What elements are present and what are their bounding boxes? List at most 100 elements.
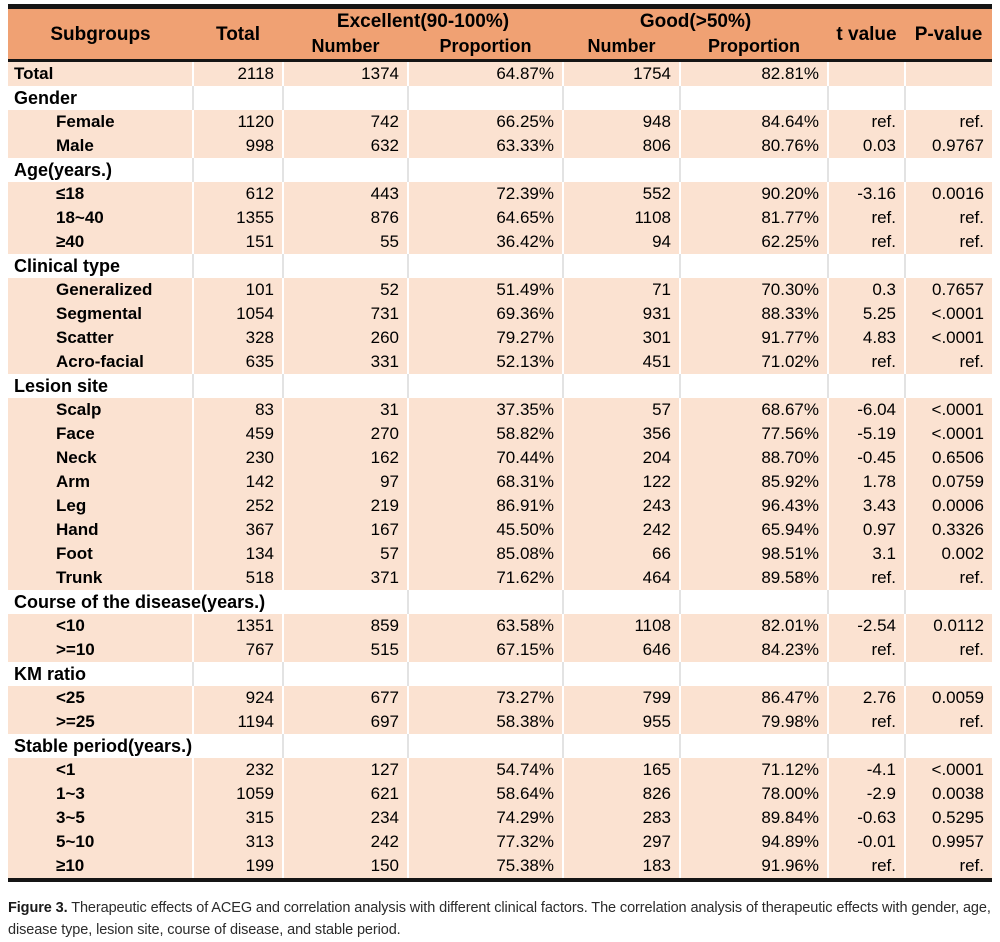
cell-value: 65.94% bbox=[679, 518, 829, 542]
row-label: Leg bbox=[8, 494, 194, 518]
table-row: 18~40 1355 876 64.65% 1108 81.77% ref. ref. bbox=[8, 206, 992, 230]
cell-value: 58.38% bbox=[407, 710, 564, 734]
cell-value: 0.0759 bbox=[904, 470, 992, 494]
section-row: Lesion site bbox=[8, 374, 992, 398]
table-row: ≥10 199 150 75.38% 183 91.96% ref. ref. bbox=[8, 854, 992, 880]
cell-value: 283 bbox=[562, 806, 681, 830]
table-header: Subgroups Total Excellent(90-100%) Good(… bbox=[8, 6, 992, 61]
table-row: >=10 767 515 67.15% 646 84.23% ref. ref. bbox=[8, 638, 992, 662]
cell-value: 297 bbox=[562, 830, 681, 854]
cell-value: 1108 bbox=[562, 206, 681, 230]
cell-value: 0.0016 bbox=[904, 182, 992, 206]
row-label: >=25 bbox=[8, 710, 194, 734]
cell-value bbox=[407, 254, 564, 278]
header-excellent-number: Number bbox=[283, 34, 408, 61]
row-label: Total bbox=[8, 60, 194, 86]
cell-value: ref. bbox=[827, 206, 906, 230]
cell-value: 84.64% bbox=[679, 110, 829, 134]
row-label: Foot bbox=[8, 542, 194, 566]
cell-value: 88.33% bbox=[679, 302, 829, 326]
cell-value bbox=[904, 254, 992, 278]
row-label: Neck bbox=[8, 446, 194, 470]
row-label: ≥40 bbox=[8, 230, 194, 254]
cell-value: 62.25% bbox=[679, 230, 829, 254]
cell-value: <.0001 bbox=[904, 398, 992, 422]
cell-value: ref. bbox=[904, 710, 992, 734]
cell-value: 955 bbox=[562, 710, 681, 734]
cell-value: 77.56% bbox=[679, 422, 829, 446]
cell-value bbox=[282, 374, 409, 398]
cell-value: 54.74% bbox=[407, 758, 564, 782]
cell-value: 1355 bbox=[192, 206, 284, 230]
cell-value: 0.0112 bbox=[904, 614, 992, 638]
cell-value: 998 bbox=[192, 134, 284, 158]
header-excellent-proportion: Proportion bbox=[408, 34, 563, 61]
cell-value: 260 bbox=[282, 326, 409, 350]
cell-value: 232 bbox=[192, 758, 284, 782]
cell-value: 731 bbox=[282, 302, 409, 326]
section-label: Lesion site bbox=[8, 374, 194, 398]
cell-value: 451 bbox=[562, 350, 681, 374]
cell-value: 1059 bbox=[192, 782, 284, 806]
cell-value: 84.23% bbox=[679, 638, 829, 662]
cell-value: 859 bbox=[282, 614, 409, 638]
cell-value: 4.83 bbox=[827, 326, 906, 350]
cell-value: 252 bbox=[192, 494, 284, 518]
row-label: Face bbox=[8, 422, 194, 446]
cell-value: ref. bbox=[904, 230, 992, 254]
row-label: ≤18 bbox=[8, 182, 194, 206]
row-label: Acro-facial bbox=[8, 350, 194, 374]
cell-value: 101 bbox=[192, 278, 284, 302]
cell-value bbox=[407, 734, 564, 758]
cell-value: 122 bbox=[562, 470, 681, 494]
section-label: Stable period(years.) bbox=[8, 734, 284, 758]
cell-value bbox=[904, 86, 992, 110]
cell-value: 37.35% bbox=[407, 398, 564, 422]
header-subgroups: Subgroups bbox=[8, 6, 193, 61]
cell-value: -5.19 bbox=[827, 422, 906, 446]
cell-value: 242 bbox=[562, 518, 681, 542]
cell-value: 301 bbox=[562, 326, 681, 350]
cell-value bbox=[562, 734, 681, 758]
cell-value: 151 bbox=[192, 230, 284, 254]
cell-value: 5.25 bbox=[827, 302, 906, 326]
cell-value: 552 bbox=[562, 182, 681, 206]
cell-value bbox=[827, 662, 906, 686]
cell-value bbox=[827, 734, 906, 758]
cell-value: 242 bbox=[282, 830, 409, 854]
cell-value: 0.002 bbox=[904, 542, 992, 566]
cell-value bbox=[679, 734, 829, 758]
section-row: Clinical type bbox=[8, 254, 992, 278]
cell-value bbox=[562, 158, 681, 182]
cell-value bbox=[904, 374, 992, 398]
cell-value bbox=[904, 60, 992, 86]
cell-value: 63.58% bbox=[407, 614, 564, 638]
cell-value: ref. bbox=[904, 110, 992, 134]
cell-value bbox=[282, 254, 409, 278]
cell-value: 767 bbox=[192, 638, 284, 662]
cell-value: <.0001 bbox=[904, 422, 992, 446]
cell-value bbox=[904, 662, 992, 686]
cell-value: 2.76 bbox=[827, 686, 906, 710]
cell-value: ref. bbox=[827, 854, 906, 880]
cell-value: 45.50% bbox=[407, 518, 564, 542]
cell-value: 443 bbox=[282, 182, 409, 206]
cell-value bbox=[904, 734, 992, 758]
cell-value: 632 bbox=[282, 134, 409, 158]
cell-value: 270 bbox=[282, 422, 409, 446]
results-table: Subgroups Total Excellent(90-100%) Good(… bbox=[8, 4, 992, 882]
cell-value: 464 bbox=[562, 566, 681, 590]
header-good-number: Number bbox=[563, 34, 680, 61]
table-row: <1 232 127 54.74% 165 71.12% -4.1 <.0001 bbox=[8, 758, 992, 782]
cell-value bbox=[562, 86, 681, 110]
cell-value: 243 bbox=[562, 494, 681, 518]
cell-value: 58.82% bbox=[407, 422, 564, 446]
section-row: KM ratio bbox=[8, 662, 992, 686]
cell-value: 0.0038 bbox=[904, 782, 992, 806]
table-row: 5~10 313 242 77.32% 297 94.89% -0.01 0.9957 bbox=[8, 830, 992, 854]
cell-value: 77.32% bbox=[407, 830, 564, 854]
cell-value: ref. bbox=[827, 638, 906, 662]
cell-value bbox=[192, 662, 284, 686]
cell-value: 89.58% bbox=[679, 566, 829, 590]
cell-value: 74.29% bbox=[407, 806, 564, 830]
